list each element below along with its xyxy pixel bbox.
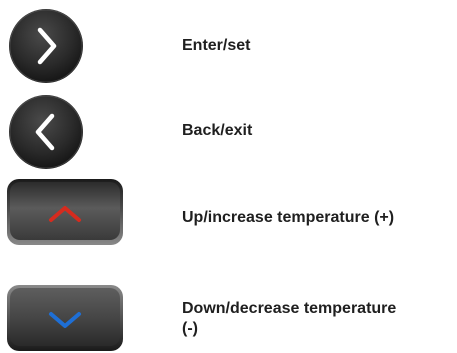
chevron-left-icon: [35, 113, 55, 151]
down-arrow-icon: [49, 312, 81, 328]
enter-set-button[interactable]: [8, 8, 84, 84]
up-arrow-icon: [49, 206, 81, 222]
up-increase-label: Up/increase temperature (+): [182, 209, 395, 226]
chevron-right-icon: [37, 27, 57, 65]
enter-set-label: Enter/set: [182, 37, 251, 54]
up-increase-button[interactable]: [6, 178, 124, 246]
back-exit-button[interactable]: [8, 94, 84, 170]
back-exit-label: Back/exit: [182, 122, 253, 139]
down-decrease-label: Down/decrease temperature (-): [182, 300, 397, 337]
down-decrease-button[interactable]: [6, 284, 124, 352]
